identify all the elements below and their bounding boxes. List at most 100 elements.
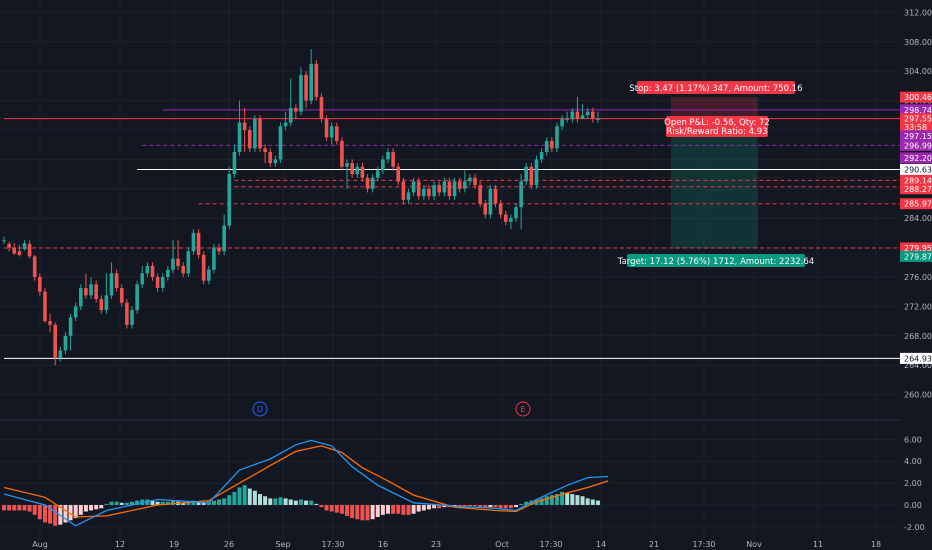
macd-histogram-bar (498, 504, 503, 509)
price-label: 292.20 (904, 154, 932, 163)
price-axis[interactable]: 312.00308.00304.00300.00296.00292.00288.… (900, 8, 932, 532)
price-label-bg[interactable] (900, 163, 932, 175)
macd-histogram-bar (237, 487, 242, 505)
macd-histogram-bar (473, 504, 478, 507)
price-label-bg[interactable] (900, 198, 932, 210)
target-zone[interactable] (671, 121, 758, 249)
macd-pane (2, 439, 609, 527)
candle-body (314, 63, 319, 97)
candle-body (207, 269, 211, 281)
macd-histogram-bar (457, 504, 462, 507)
candle-body (509, 218, 513, 222)
price-label-bg[interactable] (900, 113, 932, 125)
price-label-bg[interactable] (900, 130, 932, 142)
macd-histogram-bar (339, 504, 344, 514)
event-marker-e[interactable] (515, 401, 531, 417)
price-label-bg[interactable] (900, 139, 932, 151)
price-label-bg[interactable] (900, 183, 932, 195)
macd-line (3, 439, 609, 527)
event-marker-d[interactable] (252, 401, 268, 417)
candle-body (350, 163, 354, 175)
candle-body (514, 207, 518, 219)
candle-body (155, 277, 160, 289)
candle-body (437, 185, 441, 193)
target-label[interactable]: Target: 17.12 (5.76%) 1712, Amount: 2232… (617, 254, 814, 267)
candle-body (171, 258, 175, 270)
candle-body (396, 166, 401, 182)
time-axis[interactable]: Aug 12 19 26 Sep 17:30 16 23 Oct 17:30 14 21 17:30 No… (32, 540, 881, 549)
macd-histogram-bar (135, 500, 140, 505)
candle-body (406, 192, 411, 200)
pnl-label[interactable]: Open P&L: -0.56, Qty: 72 Risk/Reward Rat… (664, 116, 770, 137)
macd-histogram-bar (411, 504, 416, 514)
macd-histogram-bar (309, 500, 314, 505)
candle-body (12, 247, 17, 254)
candle-body (58, 350, 63, 358)
candle-body (539, 152, 544, 160)
price-label-bg[interactable] (900, 250, 932, 262)
candle-body (591, 111, 595, 119)
price-label-bg[interactable] (900, 91, 932, 103)
candle-body (273, 159, 278, 164)
candle-body (48, 321, 52, 325)
macd-histogram-bar (329, 504, 334, 512)
candle-body (329, 126, 334, 138)
macd-histogram-bar (560, 491, 565, 505)
candle-body (483, 203, 488, 215)
price-label-bg[interactable] (900, 121, 932, 133)
price-label-bg[interactable] (900, 152, 932, 164)
macd-histogram-bar (478, 504, 483, 508)
macd-histogram-bar (483, 504, 488, 509)
price-label-bg[interactable] (900, 242, 932, 254)
macd-histogram-bar (27, 504, 32, 512)
candle-body (519, 181, 523, 208)
candle-body (544, 141, 549, 153)
candle-body (222, 225, 226, 252)
candle-body (432, 185, 436, 197)
macd-histogram-bar (380, 504, 385, 515)
candle-body (381, 159, 385, 171)
macd-histogram-bar (247, 488, 252, 505)
macd-histogram-bar (488, 504, 493, 508)
target-label-text: Target: 17.12 (5.76%) 1712, Amount: 2232… (617, 257, 814, 267)
macd-histogram-bar (514, 504, 518, 508)
stop-label[interactable]: Stop: 3.47 (1.17%) 347, Amount: 750.16 (629, 81, 803, 94)
candle-body (63, 335, 68, 351)
price-label: 296.99 (904, 141, 932, 150)
macd-histogram-bar (319, 504, 324, 508)
macd-histogram-bar (63, 504, 68, 523)
candle-body (416, 181, 421, 197)
macd-histogram-bar (360, 504, 365, 521)
macd-histogram-bar (580, 496, 585, 505)
candle-body (130, 310, 134, 325)
macd-histogram-bar (232, 491, 237, 505)
macd-histogram-bar (519, 503, 524, 505)
price-label-bg[interactable] (900, 174, 932, 186)
candle-body (580, 115, 585, 119)
candle-body (22, 243, 27, 250)
candle-body (186, 251, 191, 274)
price-label-bg[interactable] (900, 104, 932, 116)
candle-body (463, 181, 467, 189)
price-label-bg[interactable] (900, 352, 932, 364)
price-label: 279.87 (904, 252, 932, 261)
price-label: 289.14 (904, 176, 932, 185)
candle-body (191, 232, 196, 252)
candle-body (27, 243, 32, 257)
price-tick-label: 312.00 (904, 8, 932, 17)
macd-histogram-bar (416, 504, 421, 512)
candle-body (386, 152, 390, 160)
time-tick-label: Aug (32, 540, 48, 549)
candle-body (309, 63, 313, 101)
macd-histogram-bar (503, 504, 508, 509)
macd-histogram-bar (222, 498, 227, 505)
candle-body (355, 166, 360, 175)
macd-histogram-bar (201, 502, 206, 505)
macd-histogram-bar (119, 502, 124, 505)
candle-body (278, 126, 283, 160)
candle-body (258, 118, 262, 149)
macd-histogram-bar (298, 499, 303, 505)
candle-body (391, 152, 395, 167)
